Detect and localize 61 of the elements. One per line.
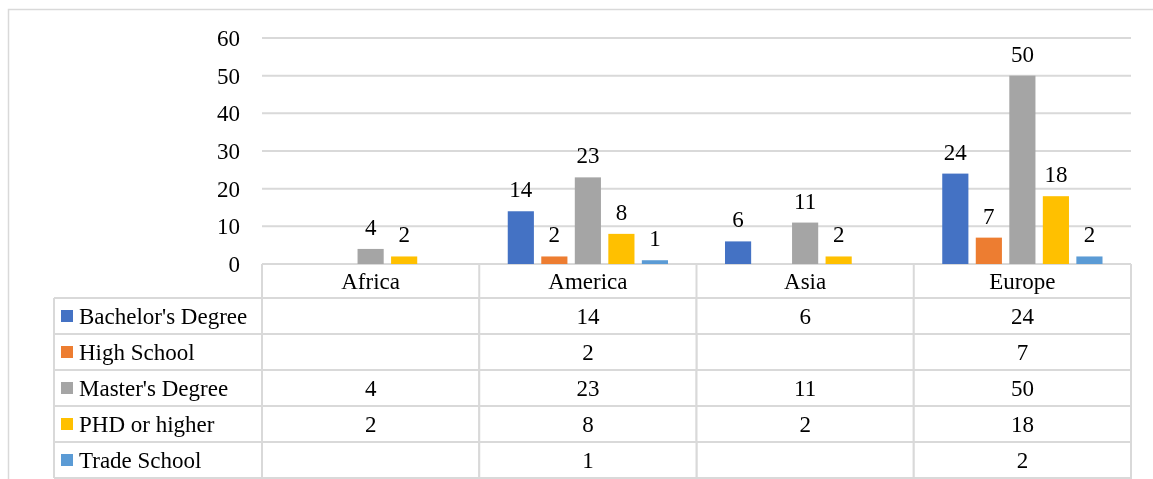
data-label: 18 [1010, 412, 1034, 437]
data-label: 2 [799, 412, 811, 437]
data-label: 24 [943, 139, 968, 165]
data-label: 11 [794, 376, 817, 401]
bar [507, 211, 534, 264]
data-label: 6 [799, 304, 811, 329]
data-label: 8 [615, 199, 628, 225]
y-tick-label: 60 [217, 26, 240, 51]
data-label: 1 [582, 448, 594, 473]
data-label: 2 [832, 222, 845, 248]
y-tick-label: 0 [228, 252, 240, 277]
y-tick-label: 50 [217, 63, 240, 89]
data-label: 2 [364, 412, 377, 437]
data-label: 2 [398, 222, 410, 248]
bar [942, 173, 969, 264]
bar [357, 248, 384, 264]
bar [825, 256, 852, 264]
data-label: 24 [1010, 304, 1035, 329]
y-tick-label: 20 [217, 176, 240, 202]
data-label: 23 [576, 376, 600, 401]
data-label: 18 [1044, 162, 1068, 188]
data-label: 1 [649, 226, 661, 252]
bar [1076, 256, 1103, 264]
data-label: 50 [1010, 41, 1034, 67]
data-label: 14 [576, 304, 600, 329]
x-tick-label: Asia [784, 269, 827, 294]
legend-label: PHD or higher [79, 412, 215, 437]
data-label: 23 [576, 143, 600, 169]
data-label: 7 [1016, 340, 1029, 365]
data-label: 4 [364, 214, 377, 240]
data-label: 7 [983, 203, 995, 229]
data-label: 2 [1083, 222, 1096, 248]
bar [975, 237, 1002, 264]
legend-label: High School [79, 340, 195, 365]
bar [641, 260, 668, 264]
y-tick-label: 10 [217, 214, 240, 240]
bar [574, 177, 601, 264]
bar [1042, 196, 1069, 264]
x-tick-label: Europe [989, 269, 1056, 294]
x-tick-label: America [548, 269, 628, 294]
data-label: 2 [582, 340, 594, 365]
data-label: 50 [1010, 376, 1034, 401]
bar [391, 256, 418, 264]
data-label: 6 [732, 207, 744, 233]
bar [725, 241, 752, 264]
data-label: 2 [548, 222, 561, 248]
y-tick-label: 40 [217, 101, 240, 127]
bar [792, 222, 819, 264]
legend-label: Trade School [79, 448, 202, 473]
x-tick-label: Africa [341, 269, 400, 294]
data-label: 2 [1016, 448, 1029, 473]
bar [1009, 75, 1036, 264]
bar [541, 256, 568, 264]
legend-label: Bachelor's Degree [79, 304, 248, 329]
y-tick-label: 30 [217, 139, 240, 164]
bar [608, 233, 635, 264]
legend-label: Master's Degree [79, 376, 229, 401]
data-label: 14 [509, 177, 533, 203]
data-label: 11 [794, 188, 817, 214]
data-label: 4 [364, 376, 377, 401]
data-label: 8 [582, 412, 594, 437]
